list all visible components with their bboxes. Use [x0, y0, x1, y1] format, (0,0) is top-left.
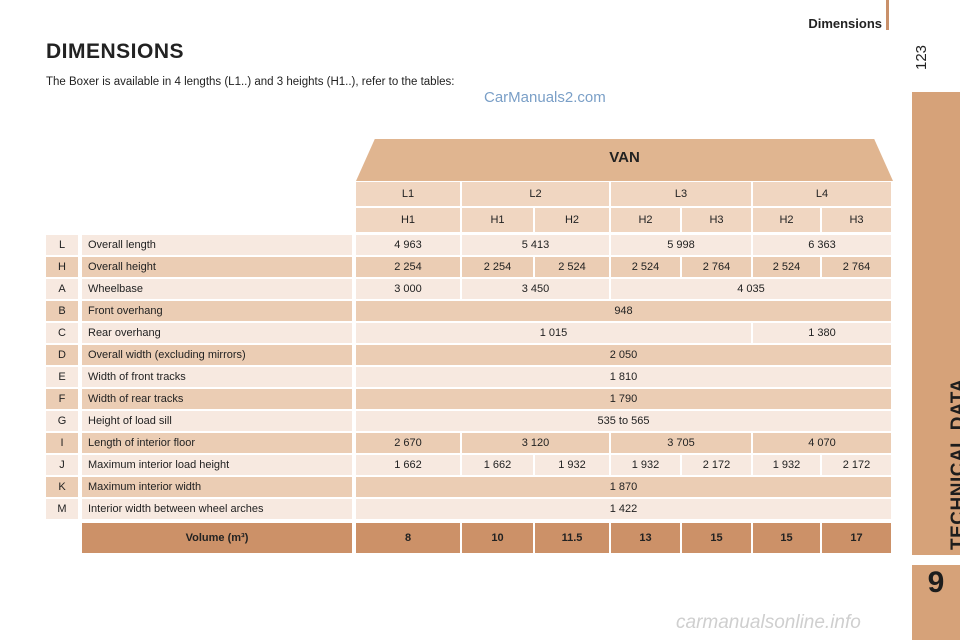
row-code-l: L: [46, 235, 78, 255]
row-value: 2 764: [822, 257, 891, 277]
side-tab-divider: [912, 555, 960, 565]
row-value: 2 524: [753, 257, 820, 277]
row-value: 3 705: [611, 433, 751, 453]
row-value: 2 670: [356, 433, 460, 453]
row-label: Overall length: [82, 235, 352, 255]
row-value: 1 380: [753, 323, 891, 343]
chapter-title: TECHNICAL DATA: [948, 378, 960, 550]
watermark: CarManuals2.com: [484, 89, 606, 106]
section-header: Dimensions: [808, 16, 882, 31]
row-label: Rear overhang: [82, 323, 352, 343]
row-value: 3 450: [462, 279, 609, 299]
row-value: 1 932: [753, 455, 820, 475]
length-header-l4: L4: [753, 182, 891, 206]
row-label: Width of rear tracks: [82, 389, 352, 409]
row-value: 1 422: [356, 499, 891, 519]
row-value: 2 524: [535, 257, 609, 277]
row-code-g: G: [46, 411, 78, 431]
row-value: 1 932: [535, 455, 609, 475]
row-label: Width of front tracks: [82, 367, 352, 387]
intro-text: The Boxer is available in 4 lengths (L1.…: [46, 76, 455, 88]
height-header: H1: [462, 208, 533, 232]
volume-value: 11.5: [535, 523, 609, 553]
chapter-side-tab: [912, 92, 960, 640]
row-label: Length of interior floor: [82, 433, 352, 453]
row-value: 4 963: [356, 235, 460, 255]
row-code-f: F: [46, 389, 78, 409]
length-header-l1: L1: [356, 182, 460, 206]
row-value: 5 413: [462, 235, 609, 255]
row-label: Front overhang: [82, 301, 352, 321]
row-label: Wheelbase: [82, 279, 352, 299]
height-header: H3: [822, 208, 891, 232]
chapter-number: 9: [927, 566, 945, 599]
row-value: 1 015: [356, 323, 751, 343]
row-label: Overall width (excluding mirrors): [82, 345, 352, 365]
height-header: H2: [611, 208, 680, 232]
row-value: 4 035: [611, 279, 891, 299]
row-value: 948: [356, 301, 891, 321]
volume-value: 8: [356, 523, 460, 553]
row-code-i: I: [46, 433, 78, 453]
length-header-l2: L2: [462, 182, 609, 206]
row-code-j: J: [46, 455, 78, 475]
row-value: 2 764: [682, 257, 751, 277]
row-value: 1 662: [356, 455, 460, 475]
row-code-b: B: [46, 301, 78, 321]
row-value: 3 120: [462, 433, 609, 453]
length-header-l3: L3: [611, 182, 751, 206]
page-number: 123: [913, 30, 933, 70]
height-header: H1: [356, 208, 460, 232]
row-code-a: A: [46, 279, 78, 299]
row-value: 1 870: [356, 477, 891, 497]
row-code-c: C: [46, 323, 78, 343]
row-value: 6 363: [753, 235, 891, 255]
page-title: DIMENSIONS: [46, 40, 185, 63]
row-value: 1 662: [462, 455, 533, 475]
row-value: 2 524: [611, 257, 680, 277]
row-value: 3 000: [356, 279, 460, 299]
row-code-k: K: [46, 477, 78, 497]
header-rule: [886, 0, 889, 30]
row-value: 1 932: [611, 455, 680, 475]
volume-value: 15: [753, 523, 820, 553]
volume-value: 13: [611, 523, 680, 553]
height-header: H3: [682, 208, 751, 232]
row-code-e: E: [46, 367, 78, 387]
row-value: 1 790: [356, 389, 891, 409]
row-label: Overall height: [82, 257, 352, 277]
height-header: H2: [753, 208, 820, 232]
volume-label: Volume (m³): [82, 523, 352, 553]
row-code-m: M: [46, 499, 78, 519]
row-value: 4 070: [753, 433, 891, 453]
row-value: 535 to 565: [356, 411, 891, 431]
page-number-text: 123: [913, 44, 930, 70]
row-value: 2 172: [682, 455, 751, 475]
van-header-label: VAN: [609, 149, 640, 166]
row-label: Maximum interior load height: [82, 455, 352, 475]
row-value: 5 998: [611, 235, 751, 255]
row-value: 2 172: [822, 455, 891, 475]
row-value: 2 050: [356, 345, 891, 365]
row-label: Interior width between wheel arches: [82, 499, 352, 519]
row-value: 2 254: [462, 257, 533, 277]
volume-value: 10: [462, 523, 533, 553]
row-value: 1 810: [356, 367, 891, 387]
row-label: Height of load sill: [82, 411, 352, 431]
van-header-shape: [356, 139, 893, 181]
row-value: 2 254: [356, 257, 460, 277]
height-header: H2: [535, 208, 609, 232]
row-code-d: D: [46, 345, 78, 365]
row-label: Maximum interior width: [82, 477, 352, 497]
footer-watermark: carmanualsonline.info: [676, 612, 861, 633]
volume-value: 17: [822, 523, 891, 553]
row-code-h: H: [46, 257, 78, 277]
volume-value: 15: [682, 523, 751, 553]
